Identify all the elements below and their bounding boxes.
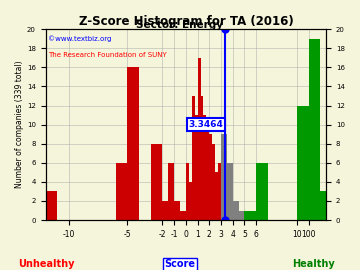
Bar — [244, 211, 256, 220]
Bar — [206, 125, 209, 220]
Bar — [224, 134, 227, 220]
Text: Sector: Energy: Sector: Energy — [136, 20, 224, 30]
Bar — [189, 182, 192, 220]
Text: The Research Foundation of SUNY: The Research Foundation of SUNY — [48, 52, 167, 58]
Bar — [174, 201, 180, 220]
Text: ©www.textbiz.org: ©www.textbiz.org — [48, 35, 112, 42]
Bar — [186, 163, 189, 220]
Bar — [309, 39, 320, 220]
Bar — [45, 191, 57, 220]
Bar — [212, 144, 215, 220]
Bar — [218, 163, 221, 220]
Text: 3.3464: 3.3464 — [189, 120, 224, 129]
Title: Z-Score Histogram for TA (2016): Z-Score Histogram for TA (2016) — [78, 15, 293, 28]
Bar — [233, 201, 239, 220]
Text: Score: Score — [165, 259, 195, 269]
Bar — [192, 96, 195, 220]
Bar — [256, 163, 268, 220]
Bar — [162, 201, 168, 220]
Text: Unhealthy: Unhealthy — [19, 259, 75, 269]
Bar — [127, 67, 139, 220]
Bar — [215, 172, 218, 220]
Bar — [239, 211, 244, 220]
Y-axis label: Number of companies (339 total): Number of companies (339 total) — [15, 61, 24, 188]
Bar — [151, 144, 162, 220]
Bar — [209, 134, 212, 220]
Bar — [230, 163, 233, 220]
Bar — [198, 58, 201, 220]
Bar — [180, 211, 186, 220]
Bar — [221, 134, 224, 220]
Text: Healthy: Healthy — [292, 259, 334, 269]
Bar — [203, 115, 206, 220]
Bar — [297, 106, 309, 220]
Bar — [195, 115, 198, 220]
Bar — [116, 163, 127, 220]
Bar — [168, 163, 174, 220]
Bar — [320, 191, 326, 220]
Bar — [201, 96, 203, 220]
Bar — [227, 163, 230, 220]
